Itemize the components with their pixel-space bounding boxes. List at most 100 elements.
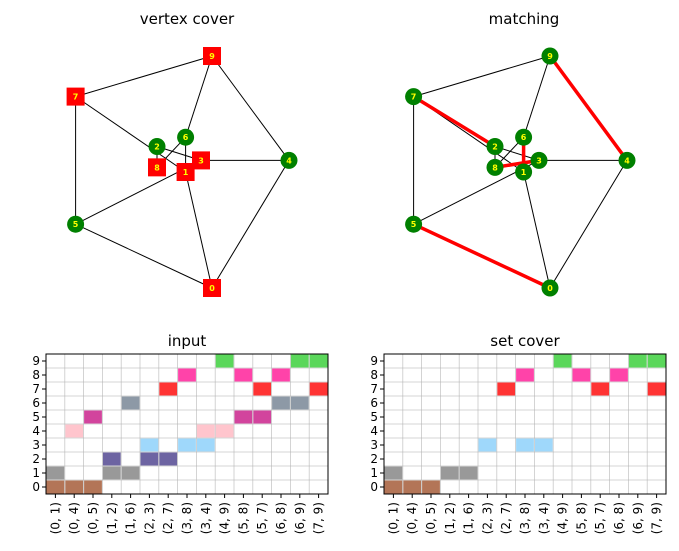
edge-9-6 bbox=[185, 55, 213, 138]
cover-node-7 bbox=[66, 87, 85, 106]
cell-set-0-col-0 bbox=[46, 480, 65, 494]
cell-set-6-col-13 bbox=[290, 396, 309, 410]
cell-set-4-col-8 bbox=[196, 424, 215, 438]
x-tick-label: (4, 9) bbox=[556, 502, 570, 534]
node-5 bbox=[405, 215, 423, 233]
cell-set-6-col-4 bbox=[121, 396, 140, 410]
edge-9-6 bbox=[523, 55, 551, 138]
cell-set-3-col-5 bbox=[478, 438, 497, 452]
cell-set-5-col-2 bbox=[84, 410, 102, 424]
y-tick-label: 7 bbox=[32, 382, 40, 396]
x-tick-label: (0, 5) bbox=[424, 502, 438, 534]
cell-set-0-col-1 bbox=[65, 480, 84, 494]
y-tick-label: 4 bbox=[32, 424, 40, 438]
node-label-2: 2 bbox=[492, 142, 498, 151]
cell-set-9-col-13 bbox=[628, 354, 647, 368]
y-tick-label: 1 bbox=[32, 466, 40, 480]
y-tick-label: 2 bbox=[370, 452, 378, 466]
x-tick-label: (3, 4) bbox=[537, 502, 551, 534]
x-tick-label: (5, 8) bbox=[236, 502, 250, 534]
x-tick-label: (4, 9) bbox=[218, 502, 232, 534]
cell-set-0-col-0 bbox=[384, 480, 403, 494]
cell-set-4-col-9 bbox=[215, 424, 234, 438]
node-6 bbox=[515, 128, 533, 146]
x-tick-label: (1, 2) bbox=[105, 502, 119, 534]
x-tick-label: (1, 2) bbox=[443, 502, 457, 534]
cell-set-1-col-4 bbox=[459, 466, 478, 480]
x-tick-label: (6, 9) bbox=[293, 502, 307, 534]
cell-set-7-col-14 bbox=[309, 382, 328, 396]
cell-set-4-col-1 bbox=[65, 424, 84, 438]
cell-set-5-col-10 bbox=[234, 410, 253, 424]
node-label-1: 1 bbox=[521, 168, 527, 177]
chart-title: input bbox=[168, 332, 207, 350]
y-tick-label: 2 bbox=[32, 452, 40, 466]
y-tick-label: 3 bbox=[370, 438, 378, 452]
cell-set-0-col-2 bbox=[84, 480, 102, 494]
cell-set-5-col-11 bbox=[253, 410, 272, 424]
cell-set-1-col-4 bbox=[121, 466, 140, 480]
node-label-7: 7 bbox=[411, 93, 417, 102]
x-tick-label: (2, 3) bbox=[480, 502, 494, 534]
cell-set-6-col-12 bbox=[272, 396, 290, 410]
x-tick-label: (7, 9) bbox=[312, 502, 326, 534]
node-2 bbox=[148, 137, 166, 155]
y-tick-label: 3 bbox=[32, 438, 40, 452]
cell-set-7-col-6 bbox=[159, 382, 178, 396]
y-tick-label: 7 bbox=[370, 382, 378, 396]
node-label-0: 0 bbox=[547, 284, 553, 293]
cell-set-1-col-3 bbox=[102, 466, 121, 480]
x-tick-label: (5, 8) bbox=[574, 502, 588, 534]
node-2 bbox=[486, 137, 504, 155]
edge-9-7 bbox=[413, 55, 551, 98]
cell-set-3-col-8 bbox=[534, 438, 553, 452]
node-label-1: 1 bbox=[183, 168, 189, 177]
node-label-3: 3 bbox=[536, 156, 542, 165]
node-label-3: 3 bbox=[198, 156, 204, 165]
cell-set-1-col-3 bbox=[440, 466, 459, 480]
x-tick-label: (1, 6) bbox=[124, 502, 138, 534]
x-tick-label: (7, 9) bbox=[650, 502, 664, 534]
node-6 bbox=[177, 128, 195, 146]
cell-set-2-col-5 bbox=[140, 452, 159, 466]
cell-set-9-col-14 bbox=[309, 354, 328, 368]
node-8 bbox=[486, 158, 504, 176]
matching-edge-7-2 bbox=[412, 95, 496, 148]
cell-set-7-col-14 bbox=[647, 382, 666, 396]
x-tick-label: (6, 8) bbox=[274, 502, 288, 534]
x-tick-label: (0, 4) bbox=[67, 502, 81, 534]
cell-set-1-col-0 bbox=[46, 466, 65, 480]
node-label-2: 2 bbox=[154, 142, 160, 151]
y-tick-label: 6 bbox=[370, 396, 378, 410]
y-tick-label: 6 bbox=[32, 396, 40, 410]
cover-node-9 bbox=[203, 47, 221, 65]
cell-set-0-col-1 bbox=[403, 480, 422, 494]
cell-set-1-col-0 bbox=[384, 466, 403, 480]
x-tick-label: (0, 4) bbox=[405, 502, 419, 534]
x-tick-label: (3, 8) bbox=[180, 502, 194, 534]
cell-set-7-col-6 bbox=[497, 382, 516, 396]
edge-0-1 bbox=[185, 171, 213, 289]
x-tick-label: (0, 5) bbox=[86, 502, 100, 534]
y-tick-label: 9 bbox=[370, 354, 378, 368]
x-tick-label: (0, 1) bbox=[386, 502, 400, 534]
x-tick-label: (3, 8) bbox=[518, 502, 532, 534]
cell-set-3-col-5 bbox=[140, 438, 159, 452]
matching-panel: matching 0 1 2 3 4 5 6 7 8 9 bbox=[405, 10, 636, 297]
node-label-5: 5 bbox=[73, 220, 79, 229]
cover-node-8 bbox=[148, 158, 166, 177]
x-tick-label: (6, 9) bbox=[631, 502, 645, 534]
cell-set-3-col-7 bbox=[178, 438, 196, 452]
node-label-6: 6 bbox=[521, 133, 527, 142]
cell-set-8-col-12 bbox=[272, 368, 290, 382]
y-tick-label: 1 bbox=[370, 466, 378, 480]
edge-5-0 bbox=[75, 223, 213, 289]
node-4 bbox=[618, 151, 636, 169]
cover-node-0 bbox=[203, 279, 221, 297]
cell-set-3-col-7 bbox=[516, 438, 534, 452]
node-label-4: 4 bbox=[624, 156, 630, 165]
edge-0-1 bbox=[523, 171, 551, 289]
